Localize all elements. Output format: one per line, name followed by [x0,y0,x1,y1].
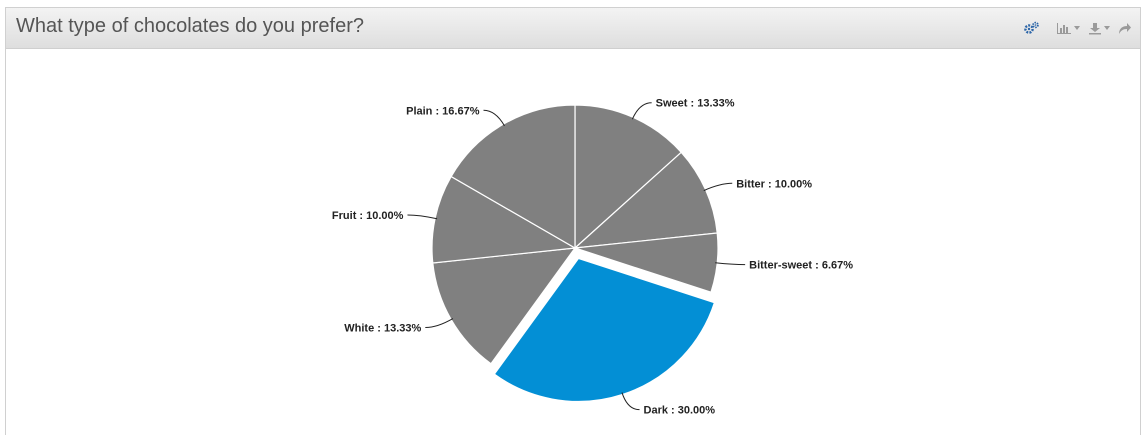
pie-connector-bitter [703,182,733,192]
pie-connector-dark [621,392,640,411]
pie-label-bitter-sweet: Bitter-sweet : 6.67% [749,260,853,272]
pie-connector-plain [483,109,505,127]
toolbar [1024,19,1132,37]
pie-connector-bitter-sweet [715,262,746,266]
download-button[interactable] [1088,22,1110,35]
chart-panel: What type of chocolates do you prefer? [5,7,1141,435]
pie-labels: Sweet : 13.33% Bitter : 10.00% Bitter-swee… [332,98,853,417]
settings-button[interactable] [1024,21,1040,35]
panel-title: What type of chocolates do you prefer? [16,15,364,37]
pie-connector-sweet [631,102,652,120]
pie-connector-fruit [407,214,438,220]
chart-type-icon [1057,22,1071,34]
pie-label-white: White : 13.33% [344,323,421,335]
share-button[interactable] [1118,22,1132,35]
chevron-down-icon [1074,26,1080,30]
chart-area: Sweet : 13.33% Bitter : 10.00% Bitter-swee… [6,49,1140,436]
panel-header: What type of chocolates do you prefer? [6,8,1140,49]
pie-label-fruit: Fruit : 10.00% [332,210,404,222]
pie-connector-white [425,318,454,329]
pie-label-dark: Dark : 30.00% [644,405,716,417]
share-icon [1119,22,1131,34]
pie-label-sweet: Sweet : 13.33% [656,98,735,110]
settings-icon [1024,21,1039,34]
pie-label-plain: Plain : 16.67% [406,105,480,117]
chevron-down-icon [1104,26,1110,30]
pie-label-bitter: Bitter : 10.00% [736,178,812,190]
pie-chart: Sweet : 13.33% Bitter : 10.00% Bitter-swee… [332,98,853,417]
pie-slices [431,104,719,403]
download-icon [1089,22,1101,34]
chart-type-button[interactable] [1056,22,1080,35]
